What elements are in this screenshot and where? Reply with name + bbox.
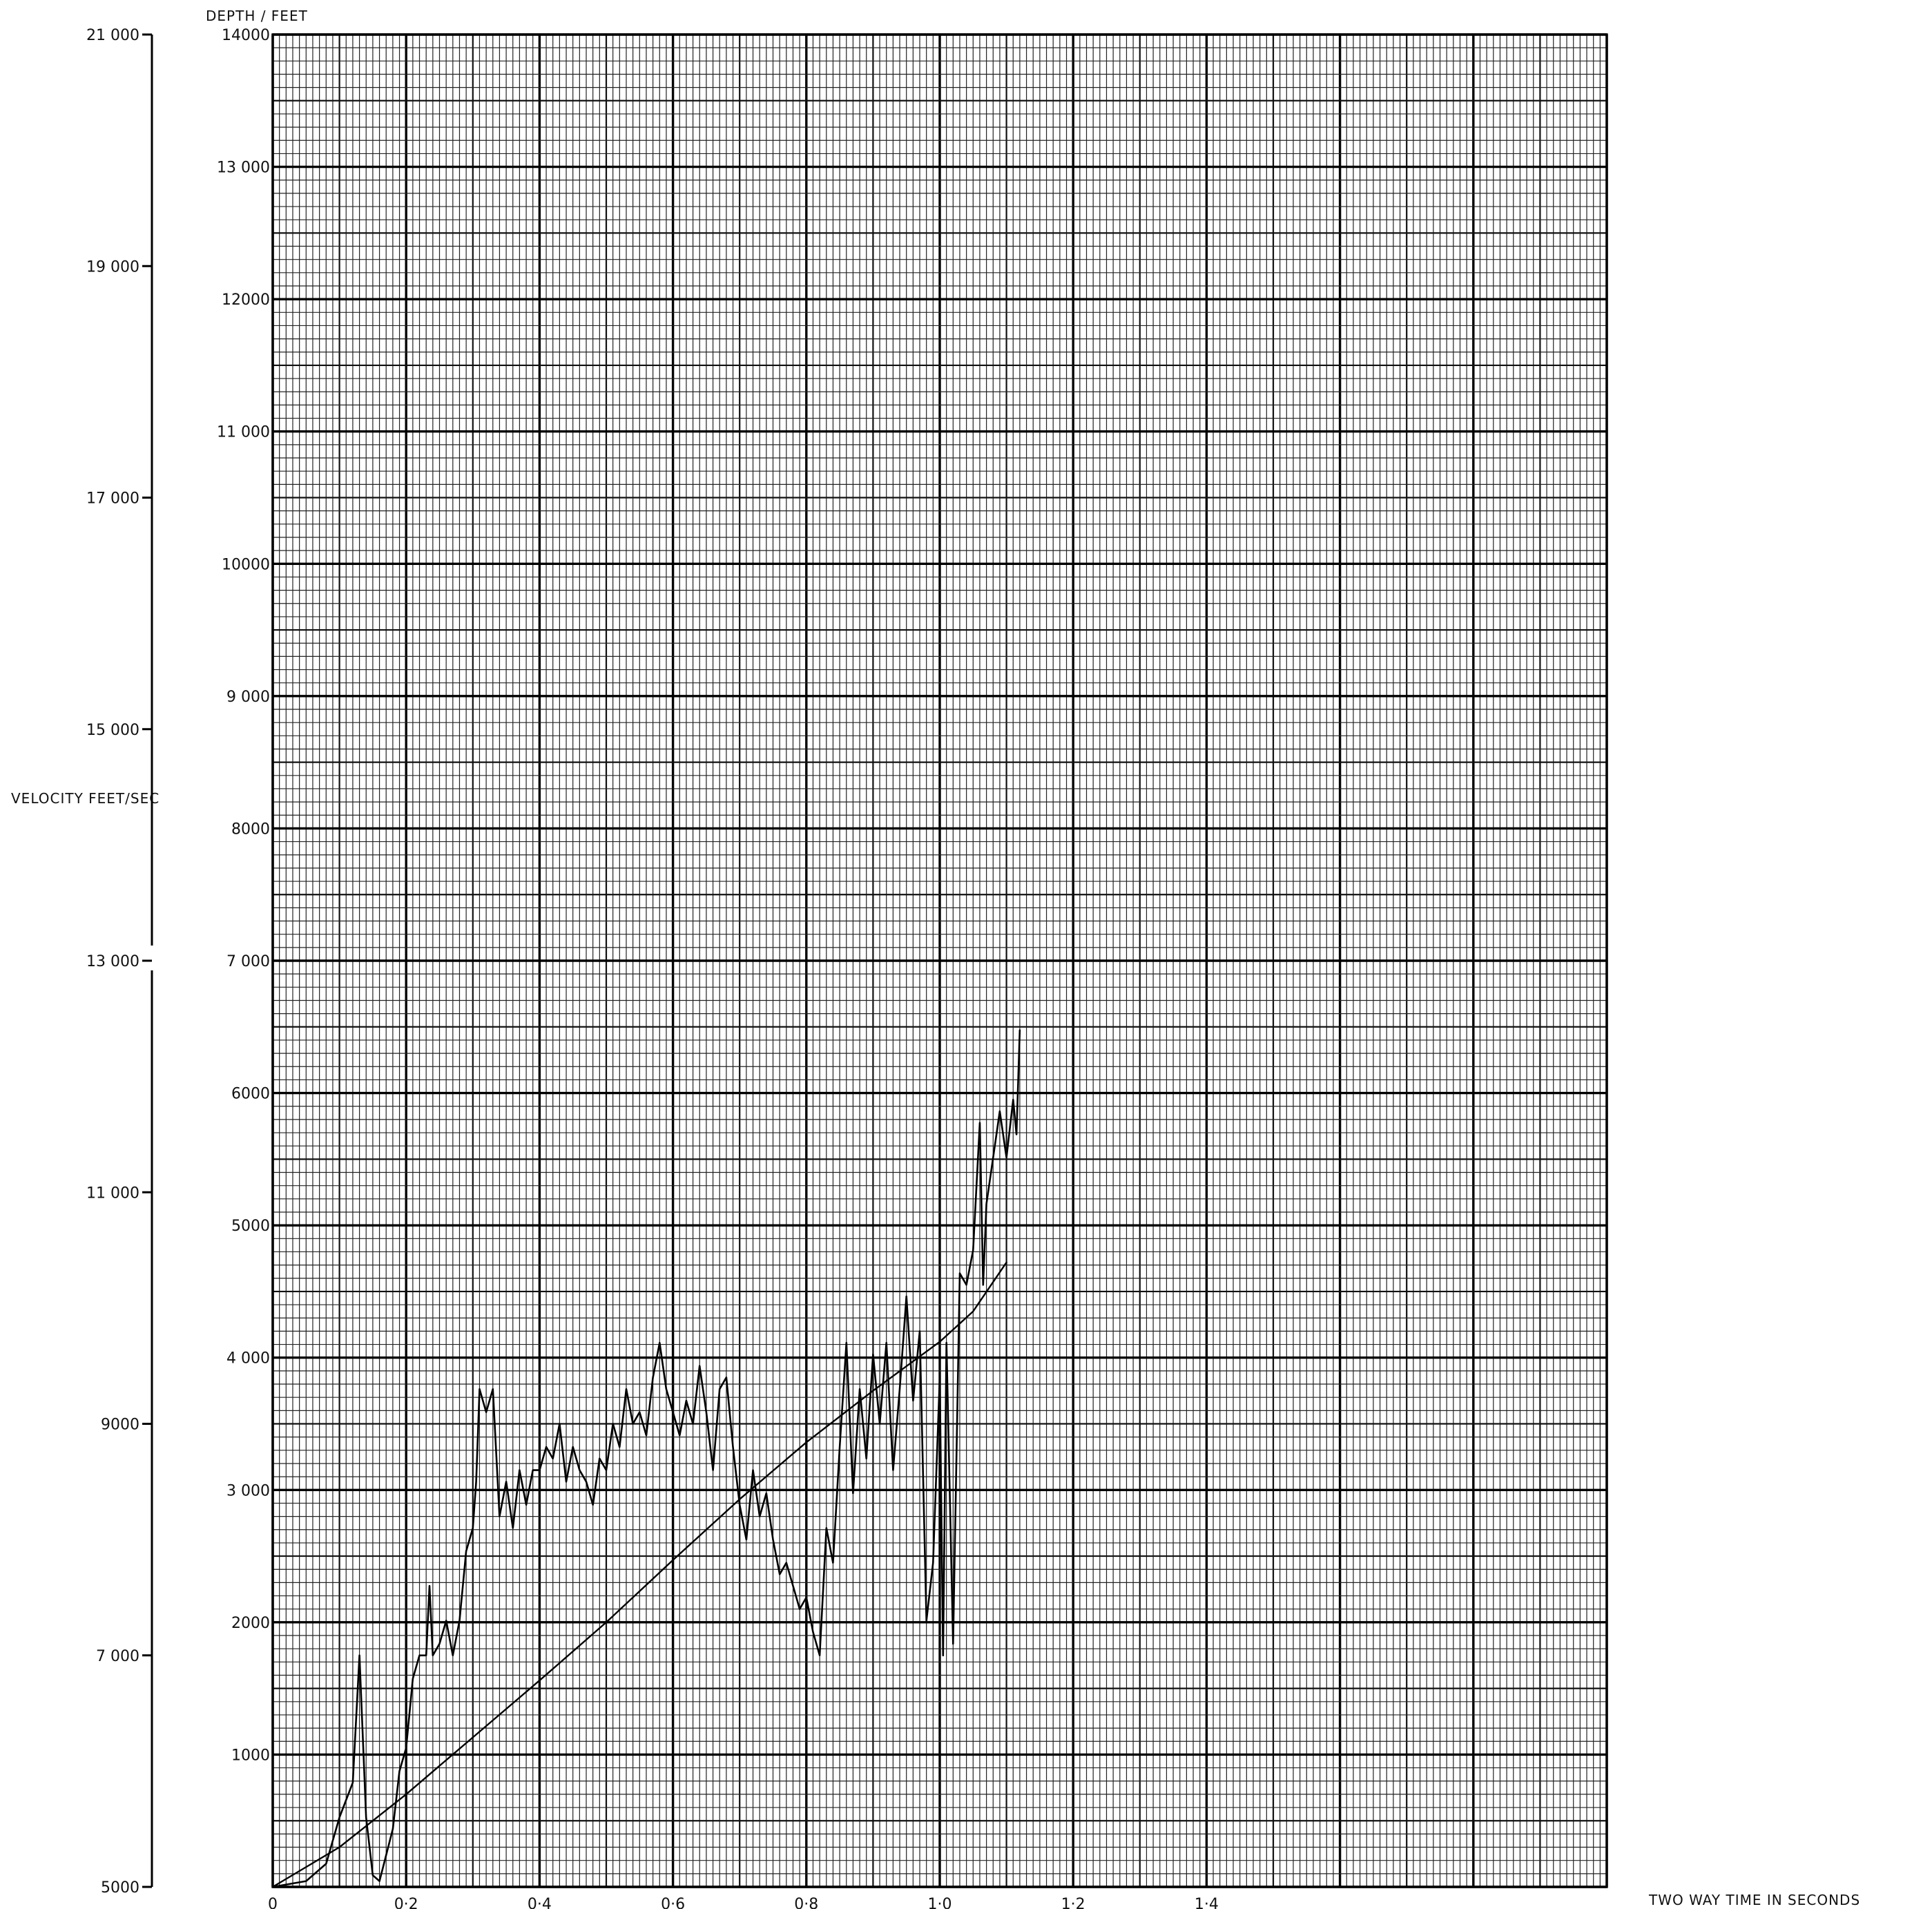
plot-frame — [271, 33, 1608, 1888]
velocity-tick-label: 9000 — [101, 1417, 139, 1434]
depth-tick-label: 1000 — [231, 1747, 270, 1764]
depth-tick-label: 14000 — [222, 27, 270, 44]
x-tick-label: 0·6 — [661, 1896, 685, 1909]
depth-tick-label: 7 000 — [226, 953, 270, 970]
series-layer — [271, 1029, 1021, 1888]
x-tick-label: 0 — [268, 1896, 278, 1909]
x-tick-label: 0·2 — [394, 1896, 418, 1909]
velocity-axis-title: VELOCITY FEET/SEC — [11, 790, 160, 807]
depth-tick-label: 13 000 — [217, 160, 270, 177]
depth-tick-label: 6000 — [231, 1086, 270, 1103]
depth-tick-label: 2000 — [231, 1615, 270, 1632]
depth-tick-label: 11 000 — [217, 424, 270, 441]
velocity-tick-label: 13 000 — [86, 953, 139, 970]
x-tick-label: 0·4 — [528, 1896, 552, 1909]
velocity-tick-label: 19 000 — [86, 258, 139, 276]
depth-tick-label: 9 000 — [226, 689, 270, 706]
velocity-tick-label: 21 000 — [86, 27, 139, 44]
velocity-tick-label: 15 000 — [86, 722, 139, 739]
x-tick-label: 0·8 — [794, 1896, 818, 1909]
velocity-axis: 5000 7 000 9000 11 000 13 000 15 000 17 000 19 … — [86, 27, 153, 1897]
depth-axis-title: DEPTH / FEET — [206, 8, 308, 24]
velocity-log-curve — [271, 1029, 1021, 1888]
x-tick-label: 1·4 — [1195, 1896, 1219, 1909]
x-axis: 0 0·2 0·4 0·6 0·8 1·0 1·2 1·4 — [268, 1896, 1219, 1909]
velocity-tick-label: 17 000 — [86, 490, 139, 508]
velocity-tick-label: 5000 — [101, 1879, 139, 1897]
depth-tick-label: 10000 — [222, 556, 270, 573]
depth-tick-label: 4 000 — [226, 1350, 270, 1368]
depth-tick-label: 12000 — [222, 291, 270, 309]
depth-time-curve — [271, 1261, 1007, 1888]
depth-tick-label: 8000 — [231, 821, 270, 838]
velocity-tick-label: 7 000 — [96, 1648, 139, 1665]
x-tick-label: 1·0 — [928, 1896, 952, 1909]
x-tick-label: 1·2 — [1061, 1896, 1085, 1909]
velocity-tick-label: 11 000 — [86, 1184, 139, 1202]
depth-tick-label: 3 000 — [226, 1482, 270, 1499]
depth-axis: 1000 2000 3 000 4 000 5000 6000 7 000 8000 9 000… — [217, 27, 270, 1764]
plot-grid — [271, 33, 1608, 1888]
depth-tick-label: 5000 — [231, 1218, 270, 1235]
x-axis-title: TWO WAY TIME IN SECONDS — [1648, 1892, 1860, 1908]
